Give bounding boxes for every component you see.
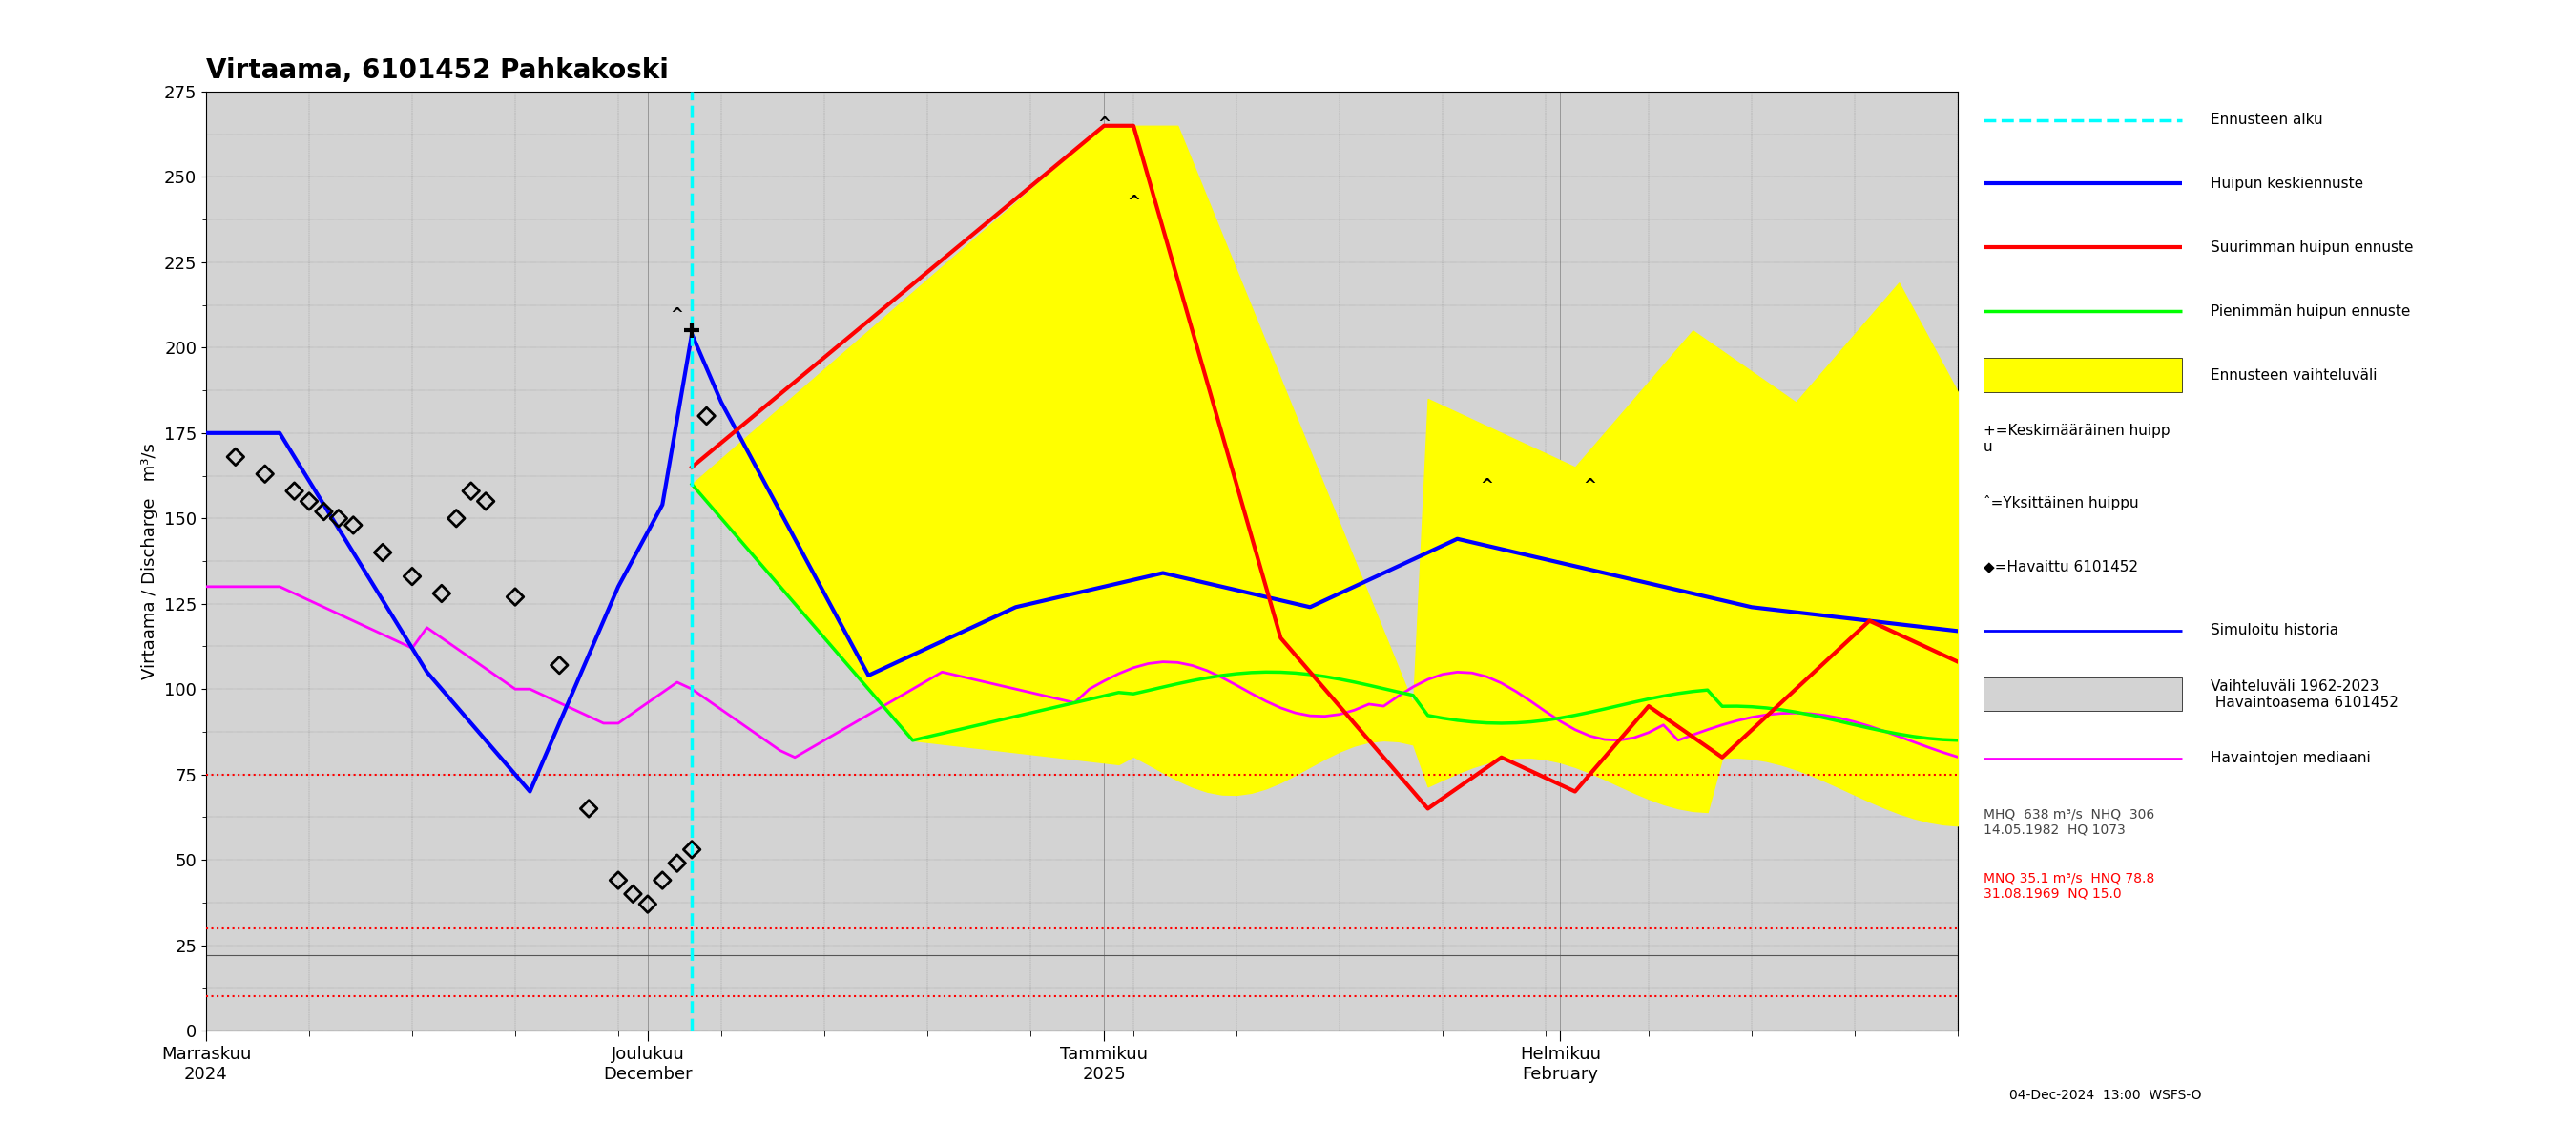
Text: Ennusteen vaihteluväli: Ennusteen vaihteluväli: [2210, 368, 2378, 382]
Point: [466, 492, 507, 511]
Y-axis label: Virtaama / Discharge   m³/s: Virtaama / Discharge m³/s: [142, 443, 160, 679]
Point: [304, 503, 345, 521]
Point: [245, 465, 286, 483]
Text: ^: ^: [670, 307, 683, 324]
Point: [420, 584, 461, 602]
Point: [332, 516, 374, 535]
Point: [435, 510, 477, 528]
Point: [626, 895, 667, 914]
Point: [273, 482, 314, 500]
Text: ˆ=Yksittäinen huippu: ˆ=Yksittäinen huippu: [1984, 495, 2138, 511]
Text: +=Keskimääräinen huipp
u: +=Keskimääräinen huipp u: [1984, 424, 2169, 455]
Point: [363, 544, 404, 562]
Point: [495, 587, 536, 606]
Point: [451, 482, 492, 500]
Point: [317, 510, 358, 528]
Text: Ennusteen alku: Ennusteen alku: [2210, 112, 2324, 127]
Point: [657, 854, 698, 872]
Text: ^: ^: [1097, 116, 1110, 133]
Text: MHQ  638 m³/s  NHQ  306
14.05.1982  HQ 1073: MHQ 638 m³/s NHQ 306 14.05.1982 HQ 1073: [1984, 807, 2154, 837]
Text: 04-Dec-2024  13:00  WSFS-O: 04-Dec-2024 13:00 WSFS-O: [2009, 1089, 2202, 1101]
Text: MNQ 35.1 m³/s  HNQ 78.8
31.08.1969  NQ 15.0: MNQ 35.1 m³/s HNQ 78.8 31.08.1969 NQ 15.…: [1984, 871, 2154, 900]
Point: [641, 871, 683, 890]
Point: [685, 406, 726, 425]
Point: [214, 448, 255, 466]
Point: [569, 799, 611, 818]
Text: Havaintojen mediaani: Havaintojen mediaani: [2210, 751, 2370, 765]
Text: Virtaama, 6101452 Pahkakoski: Virtaama, 6101452 Pahkakoski: [206, 57, 670, 84]
Point: [538, 656, 580, 674]
Point: [392, 567, 433, 585]
Text: ◆=Havaittu 6101452: ◆=Havaittu 6101452: [1984, 560, 2138, 574]
Text: Simuloitu historia: Simuloitu historia: [2210, 623, 2339, 638]
Point: [598, 871, 639, 890]
Text: Pienimmän huipun ennuste: Pienimmän huipun ennuste: [2210, 305, 2411, 318]
Text: Suurimman huipun ennuste: Suurimman huipun ennuste: [2210, 240, 2414, 254]
Text: ^: ^: [1584, 477, 1597, 495]
Bar: [1984, 358, 2182, 392]
Point: [672, 840, 714, 859]
Text: Vaihteluväli 1962-2023
 Havaintoasema 6101452: Vaihteluväli 1962-2023 Havaintoasema 610…: [2210, 679, 2398, 710]
Text: ^: ^: [1481, 477, 1494, 495]
Text: Huipun keskiennuste: Huipun keskiennuste: [2210, 176, 2362, 191]
Point: [613, 885, 654, 903]
Bar: [1984, 678, 2182, 711]
Point: [289, 492, 330, 511]
Text: ^: ^: [1126, 194, 1141, 211]
